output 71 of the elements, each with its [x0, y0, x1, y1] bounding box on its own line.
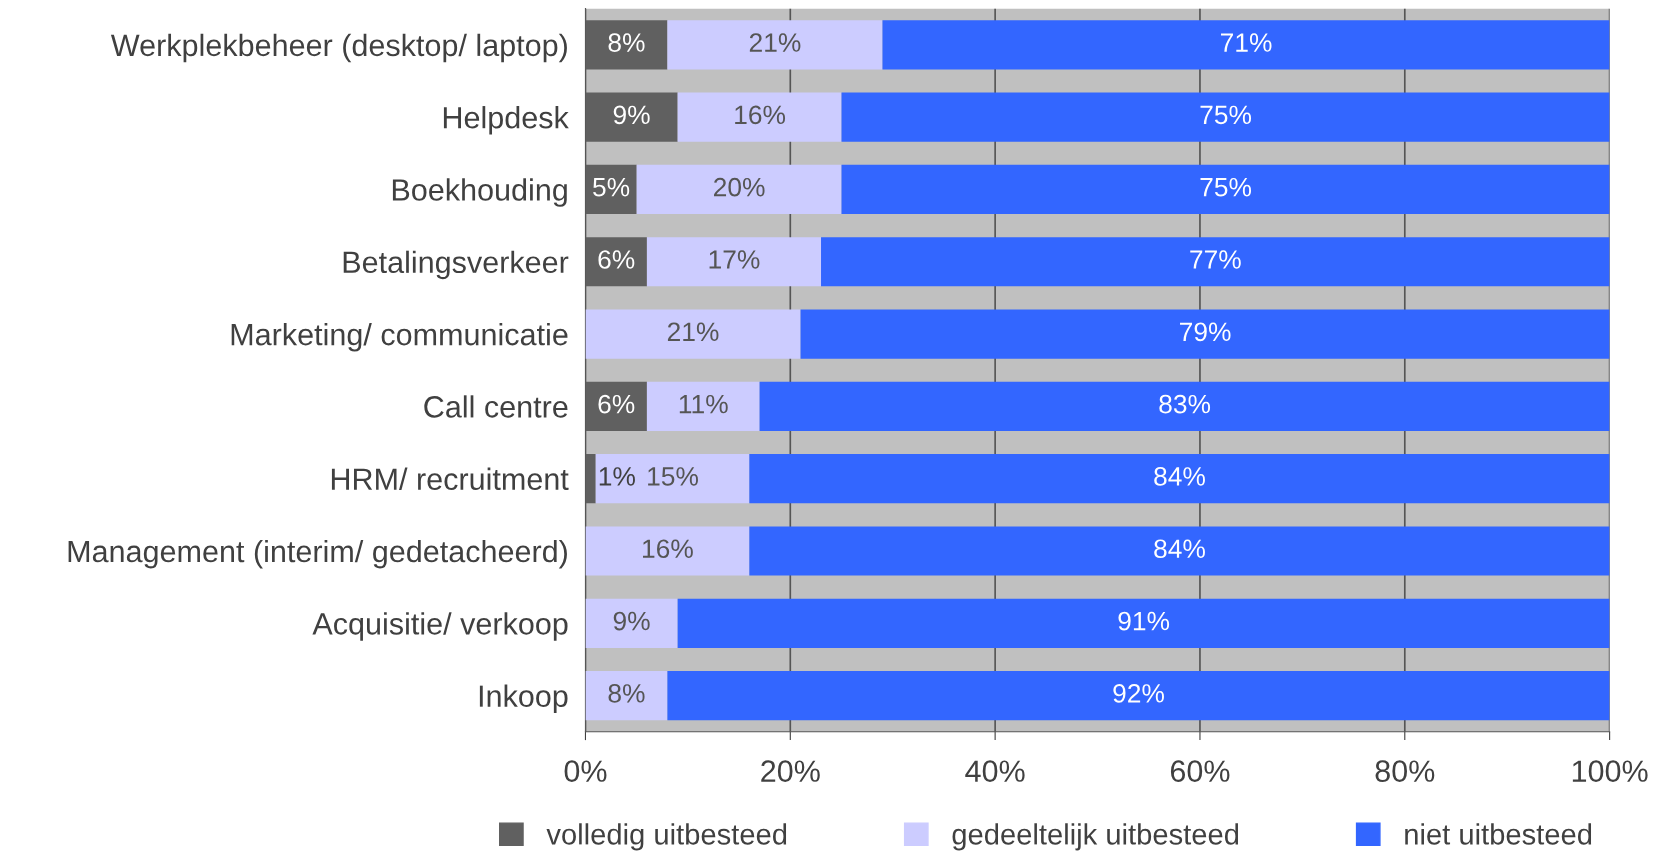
bar [646, 237, 822, 287]
data-label: 91% [1118, 611, 1170, 631]
y-tick-label: Inkoop [479, 684, 568, 714]
bar [749, 454, 1610, 504]
data-label: 21% [749, 33, 801, 52]
data-label: 5% [593, 177, 630, 197]
data-label: 71% [1220, 33, 1272, 52]
data-label: 84% [1154, 539, 1205, 559]
data-label: 16% [735, 105, 786, 125]
x-tick-label: 60% [1170, 760, 1230, 782]
y-tick-label: Marketing/ communicatie [231, 322, 568, 352]
y-tick-label: Call centre [424, 395, 568, 418]
bar [841, 92, 1610, 142]
bar [585, 526, 750, 576]
data-label: 77% [1190, 250, 1241, 269]
data-label: 75% [1200, 177, 1252, 197]
data-label: 1% [599, 467, 635, 486]
data-label: 9% [613, 105, 650, 125]
data-label: 17% [709, 250, 760, 269]
bar [667, 671, 1610, 721]
data-label: 8% [608, 684, 645, 703]
y-tick-label: Helpdesk [443, 106, 569, 135]
bar [677, 92, 842, 142]
bar [585, 237, 647, 287]
x-tick-label: 80% [1375, 760, 1435, 782]
bar [585, 381, 647, 431]
data-label: 9% [613, 611, 650, 631]
bar [636, 164, 842, 215]
x-tick-label: 20% [761, 760, 820, 782]
bar [841, 164, 1610, 215]
bar [585, 20, 668, 70]
y-tick-label: Management (interim/ gedetacheerd) [68, 539, 567, 569]
legend-label: gedeeltelijk uitbesteed [952, 823, 1239, 851]
bar [585, 671, 668, 721]
data-label: 83% [1159, 394, 1211, 414]
y-tick-label: Betalingsverkeer [343, 250, 569, 280]
bar [585, 598, 678, 648]
bar [585, 164, 637, 215]
bar [882, 20, 1610, 70]
data-label: 75% [1200, 105, 1252, 125]
data-label: 84% [1154, 467, 1205, 486]
bar [595, 454, 750, 504]
data-label: 11% [679, 394, 728, 414]
bar [585, 92, 678, 142]
data-label: 8% [608, 33, 645, 52]
data-label: 16% [643, 539, 693, 559]
bar [585, 309, 801, 359]
bar [646, 381, 760, 431]
bar [759, 381, 1610, 431]
legend-label: niet uitbesteed [1405, 823, 1592, 845]
y-tick-label: Boekhouding [392, 178, 567, 207]
data-label: 6% [598, 394, 635, 414]
bar [667, 20, 883, 70]
data-label: 21% [667, 322, 719, 342]
bar [749, 526, 1610, 576]
bar [800, 309, 1610, 359]
legend-label: volledig uitbesteed [546, 823, 787, 851]
bar [677, 598, 1610, 648]
x-tick-label: 0% [564, 760, 607, 782]
x-tick-label: 100% [1572, 760, 1648, 782]
y-tick-label: Werkplekbeheer (desktop/ laptop) [110, 33, 567, 63]
bar [585, 454, 596, 504]
data-label: 79% [1180, 322, 1231, 342]
data-label: 6% [598, 250, 635, 269]
y-tick-label: Acquisitie/ verkoop [312, 612, 568, 641]
y-tick-label: HRM/ recruitment [331, 467, 569, 491]
bar [821, 237, 1610, 287]
x-tick-label: 40% [965, 760, 1025, 782]
data-label: 15% [648, 467, 698, 486]
data-label: 92% [1113, 684, 1164, 703]
data-label: 20% [714, 177, 765, 197]
